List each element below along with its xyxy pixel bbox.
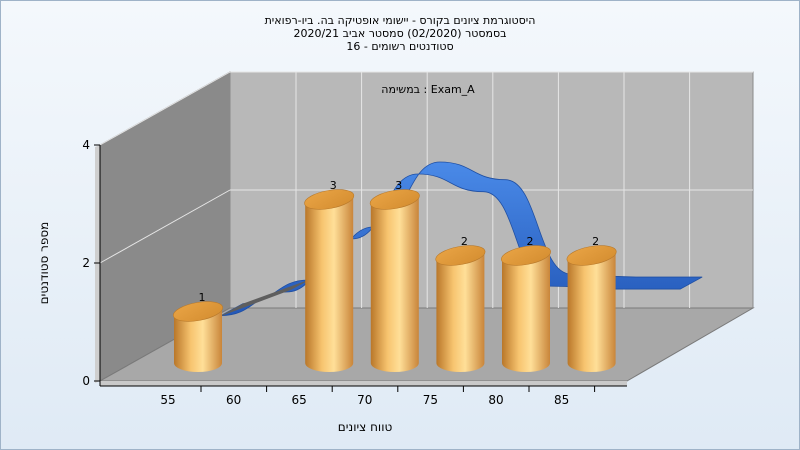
curve-annotation: במשימה : Exam_A	[381, 83, 475, 96]
bar-body	[174, 307, 222, 372]
y-tick-label: 2	[82, 256, 90, 270]
bar-cap	[304, 189, 355, 210]
bar-value-label: 1	[199, 291, 206, 304]
chart-title-line-2: בסמסטר (02/2020) סמסטר אביב 2020/21	[293, 27, 507, 40]
bar: 2	[501, 235, 551, 372]
chart-title-line-3: סטודנטים רשומים - 16	[346, 40, 454, 53]
bar-value-label: 2	[461, 235, 468, 248]
x-tick-label: 60	[226, 393, 241, 407]
side-wall-edge	[95, 145, 100, 383]
bar-cap	[566, 245, 617, 266]
y-tick-label: 0	[82, 374, 90, 388]
gridline-y-side	[99, 71, 231, 146]
bar-layer: 1 3 3 2 2 2	[173, 179, 617, 372]
x-tick-label: 85	[554, 393, 569, 407]
x-tick-label: 70	[357, 393, 372, 407]
bar-cap	[435, 245, 486, 266]
bar-value-label: 2	[592, 235, 599, 248]
curve-shadow	[217, 278, 314, 318]
x-tick-label: 55	[160, 393, 175, 407]
bar-body	[436, 251, 485, 372]
bar: 2	[566, 235, 617, 372]
bar-value-label: 3	[395, 179, 402, 192]
x-tick-label: 65	[292, 393, 307, 407]
gridline-y-side	[99, 189, 231, 264]
x-tick-label: 80	[488, 393, 503, 407]
y-axis-title: מספר סטודנטים	[37, 222, 51, 305]
bar-body	[567, 251, 616, 372]
bar-value-label: 3	[330, 179, 337, 192]
bar: 3	[304, 179, 355, 372]
bar: 3	[369, 179, 420, 372]
bar-value-label: 2	[527, 235, 534, 248]
bar-body	[305, 195, 354, 372]
x-tick-label: 75	[423, 393, 438, 407]
y-tick-label: 4	[82, 138, 90, 152]
bar-cap	[501, 245, 551, 266]
bar-body	[370, 195, 419, 372]
x-axis-title: טווח ציונים	[338, 420, 393, 434]
bar-cap	[173, 301, 223, 322]
chart-title-line-1: היסטוגרמת ציונים בקורס - יישומי אופטיקה …	[264, 14, 536, 27]
axes: 0 2 4 55 60 65 70 75 80 85	[82, 138, 627, 407]
bar-body	[502, 251, 550, 372]
bar: 2	[435, 235, 486, 372]
bar-cap	[369, 189, 420, 210]
bar: 1	[173, 291, 223, 372]
floor-edge	[100, 381, 627, 386]
